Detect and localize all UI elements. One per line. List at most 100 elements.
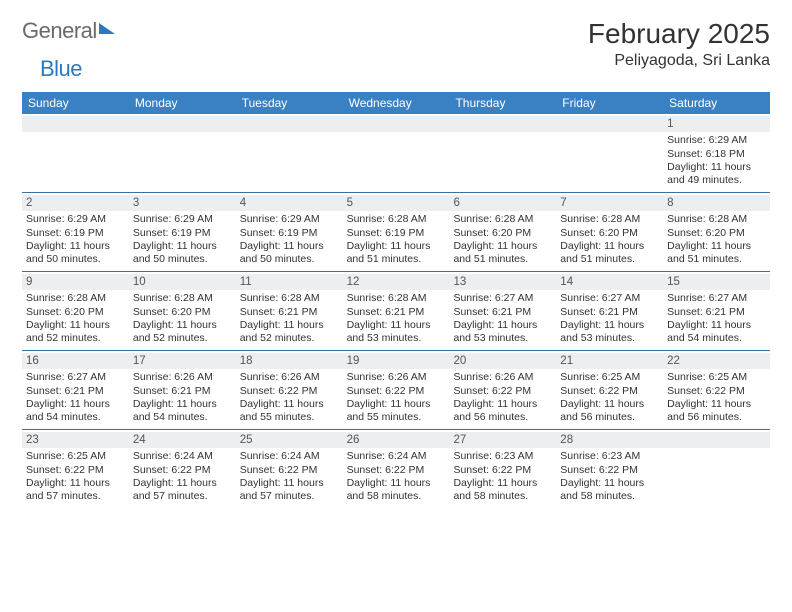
day-cell: 4Sunrise: 6:29 AMSunset: 6:19 PMDaylight… — [236, 193, 343, 271]
day-number: 26 — [343, 432, 450, 448]
sunset-text: Sunset: 6:21 PM — [560, 306, 659, 319]
sunset-text: Sunset: 6:19 PM — [347, 227, 446, 240]
sunrise-text: Sunrise: 6:29 AM — [26, 213, 125, 226]
sunrise-text: Sunrise: 6:24 AM — [347, 450, 446, 463]
daylight-text: Daylight: 11 hours and 56 minutes. — [667, 398, 766, 424]
day-number: 15 — [663, 274, 770, 290]
sunset-text: Sunset: 6:20 PM — [453, 227, 552, 240]
daylight-text: Daylight: 11 hours and 51 minutes. — [560, 240, 659, 266]
day-header-row: Sunday Monday Tuesday Wednesday Thursday… — [22, 92, 770, 114]
sunrise-text: Sunrise: 6:23 AM — [453, 450, 552, 463]
daylight-text: Daylight: 11 hours and 58 minutes. — [453, 477, 552, 503]
day-number: 13 — [449, 274, 556, 290]
day-cell: 8 Sunrise: 6:28 AMSunset: 6:20 PMDaylight… — [663, 193, 770, 271]
day-cell: 14 Sunrise: 6:27 AMSunset: 6:21 PMDayligh… — [556, 272, 663, 350]
sunrise-text: Sunrise: 6:26 AM — [453, 371, 552, 384]
day-cell — [449, 114, 556, 192]
sunrise-text: Sunrise: 6:29 AM — [240, 213, 339, 226]
day-number — [236, 116, 343, 132]
daylight-text: Daylight: 11 hours and 52 minutes. — [240, 319, 339, 345]
day-number: 4 — [236, 195, 343, 211]
sunrise-text: Sunrise: 6:28 AM — [347, 292, 446, 305]
daylight-text: Daylight: 11 hours and 50 minutes. — [133, 240, 232, 266]
day-number: 28 — [556, 432, 663, 448]
daylight-text: Daylight: 11 hours and 54 minutes. — [26, 398, 125, 424]
day-cell: 1Sunrise: 6:29 AMSunset: 6:18 PMDaylight… — [663, 114, 770, 192]
day-number — [556, 116, 663, 132]
daylight-text: Daylight: 11 hours and 50 minutes. — [240, 240, 339, 266]
calendar: Sunday Monday Tuesday Wednesday Thursday… — [22, 92, 770, 508]
sunrise-text: Sunrise: 6:28 AM — [240, 292, 339, 305]
sunrise-text: Sunrise: 6:28 AM — [26, 292, 125, 305]
logo-triangle-icon — [99, 23, 115, 34]
day-cell — [22, 114, 129, 192]
logo-text-general: General — [22, 18, 97, 44]
daylight-text: Daylight: 11 hours and 52 minutes. — [133, 319, 232, 345]
daylight-text: Daylight: 11 hours and 54 minutes. — [133, 398, 232, 424]
day-cell: 19Sunrise: 6:26 AMSunset: 6:22 PMDayligh… — [343, 351, 450, 429]
daylight-text: Daylight: 11 hours and 51 minutes. — [667, 240, 766, 266]
sunrise-text: Sunrise: 6:25 AM — [26, 450, 125, 463]
sunrise-text: Sunrise: 6:27 AM — [667, 292, 766, 305]
sunrise-text: Sunrise: 6:28 AM — [667, 213, 766, 226]
sunrise-text: Sunrise: 6:27 AM — [560, 292, 659, 305]
sunset-text: Sunset: 6:22 PM — [240, 385, 339, 398]
day-cell: 21Sunrise: 6:25 AMSunset: 6:22 PMDayligh… — [556, 351, 663, 429]
sunset-text: Sunset: 6:20 PM — [133, 306, 232, 319]
day-header: Monday — [129, 92, 236, 114]
sunset-text: Sunset: 6:22 PM — [240, 464, 339, 477]
daylight-text: Daylight: 11 hours and 53 minutes. — [347, 319, 446, 345]
week-row: 2Sunrise: 6:29 AMSunset: 6:19 PMDaylight… — [22, 192, 770, 271]
page-title: February 2025 — [588, 18, 770, 50]
day-cell: 7Sunrise: 6:28 AMSunset: 6:20 PMDaylight… — [556, 193, 663, 271]
day-number — [449, 116, 556, 132]
sunset-text: Sunset: 6:21 PM — [133, 385, 232, 398]
day-cell: 3Sunrise: 6:29 AMSunset: 6:19 PMDaylight… — [129, 193, 236, 271]
sunrise-text: Sunrise: 6:24 AM — [133, 450, 232, 463]
sunset-text: Sunset: 6:20 PM — [667, 227, 766, 240]
sunrise-text: Sunrise: 6:28 AM — [133, 292, 232, 305]
daylight-text: Daylight: 11 hours and 58 minutes. — [560, 477, 659, 503]
day-number: 8 — [663, 195, 770, 211]
day-cell — [129, 114, 236, 192]
day-number: 18 — [236, 353, 343, 369]
day-number: 14 — [556, 274, 663, 290]
day-number: 10 — [129, 274, 236, 290]
sunrise-text: Sunrise: 6:23 AM — [560, 450, 659, 463]
day-cell: 6Sunrise: 6:28 AMSunset: 6:20 PMDaylight… — [449, 193, 556, 271]
logo: General — [22, 18, 115, 44]
day-number: 25 — [236, 432, 343, 448]
day-cell — [236, 114, 343, 192]
day-cell: 9Sunrise: 6:28 AMSunset: 6:20 PMDaylight… — [22, 272, 129, 350]
day-cell: 26Sunrise: 6:24 AMSunset: 6:22 PMDayligh… — [343, 430, 450, 508]
day-number: 19 — [343, 353, 450, 369]
day-header: Saturday — [663, 92, 770, 114]
day-cell: 11Sunrise: 6:28 AMSunset: 6:21 PMDayligh… — [236, 272, 343, 350]
daylight-text: Daylight: 11 hours and 50 minutes. — [26, 240, 125, 266]
day-cell: 20Sunrise: 6:26 AMSunset: 6:22 PMDayligh… — [449, 351, 556, 429]
daylight-text: Daylight: 11 hours and 53 minutes. — [560, 319, 659, 345]
day-cell — [663, 430, 770, 508]
day-number — [343, 116, 450, 132]
daylight-text: Daylight: 11 hours and 52 minutes. — [26, 319, 125, 345]
day-number: 17 — [129, 353, 236, 369]
sunrise-text: Sunrise: 6:26 AM — [240, 371, 339, 384]
day-cell: 15Sunrise: 6:27 AMSunset: 6:21 PMDayligh… — [663, 272, 770, 350]
sunrise-text: Sunrise: 6:25 AM — [667, 371, 766, 384]
sunset-text: Sunset: 6:21 PM — [453, 306, 552, 319]
day-header: Thursday — [449, 92, 556, 114]
sunset-text: Sunset: 6:21 PM — [667, 306, 766, 319]
week-row: 9Sunrise: 6:28 AMSunset: 6:20 PMDaylight… — [22, 271, 770, 350]
sunset-text: Sunset: 6:18 PM — [667, 148, 766, 161]
sunrise-text: Sunrise: 6:25 AM — [560, 371, 659, 384]
daylight-text: Daylight: 11 hours and 53 minutes. — [453, 319, 552, 345]
week-row: 16Sunrise: 6:27 AMSunset: 6:21 PMDayligh… — [22, 350, 770, 429]
sunset-text: Sunset: 6:21 PM — [26, 385, 125, 398]
sunset-text: Sunset: 6:22 PM — [667, 385, 766, 398]
sunset-text: Sunset: 6:22 PM — [347, 385, 446, 398]
day-number: 5 — [343, 195, 450, 211]
daylight-text: Daylight: 11 hours and 55 minutes. — [240, 398, 339, 424]
day-number — [129, 116, 236, 132]
day-number: 1 — [663, 116, 770, 132]
day-number: 20 — [449, 353, 556, 369]
